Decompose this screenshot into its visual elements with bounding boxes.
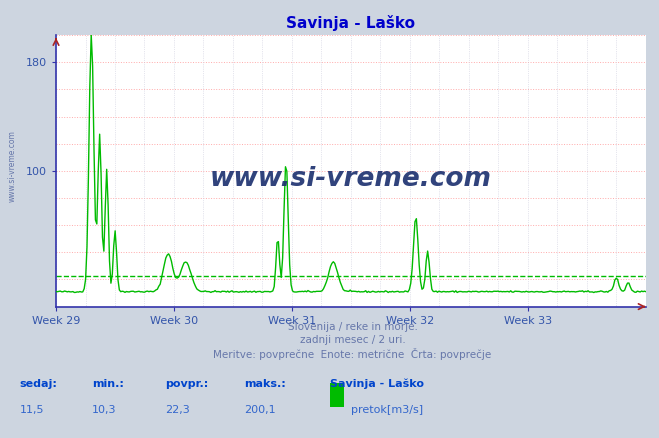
Text: 22,3: 22,3	[165, 405, 190, 415]
Text: Savinja - Laško: Savinja - Laško	[330, 379, 424, 389]
Text: www.si-vreme.com: www.si-vreme.com	[210, 166, 492, 192]
Text: pretok[m3/s]: pretok[m3/s]	[351, 405, 422, 415]
Text: 200,1: 200,1	[244, 405, 275, 415]
Text: 11,5: 11,5	[20, 405, 44, 415]
Text: sedaj:: sedaj:	[20, 379, 57, 389]
Text: povpr.:: povpr.:	[165, 379, 208, 389]
Text: www.si-vreme.com: www.si-vreme.com	[8, 131, 17, 202]
Title: Savinja - Laško: Savinja - Laško	[287, 15, 415, 31]
Text: 10,3: 10,3	[92, 405, 117, 415]
Text: Slovenija / reke in morje.: Slovenija / reke in morje.	[287, 322, 418, 332]
Text: Meritve: povprečne  Enote: metrične  Črta: povprečje: Meritve: povprečne Enote: metrične Črta:…	[214, 348, 492, 360]
Text: zadnji mesec / 2 uri.: zadnji mesec / 2 uri.	[300, 335, 405, 345]
Text: maks.:: maks.:	[244, 379, 285, 389]
Text: min.:: min.:	[92, 379, 124, 389]
